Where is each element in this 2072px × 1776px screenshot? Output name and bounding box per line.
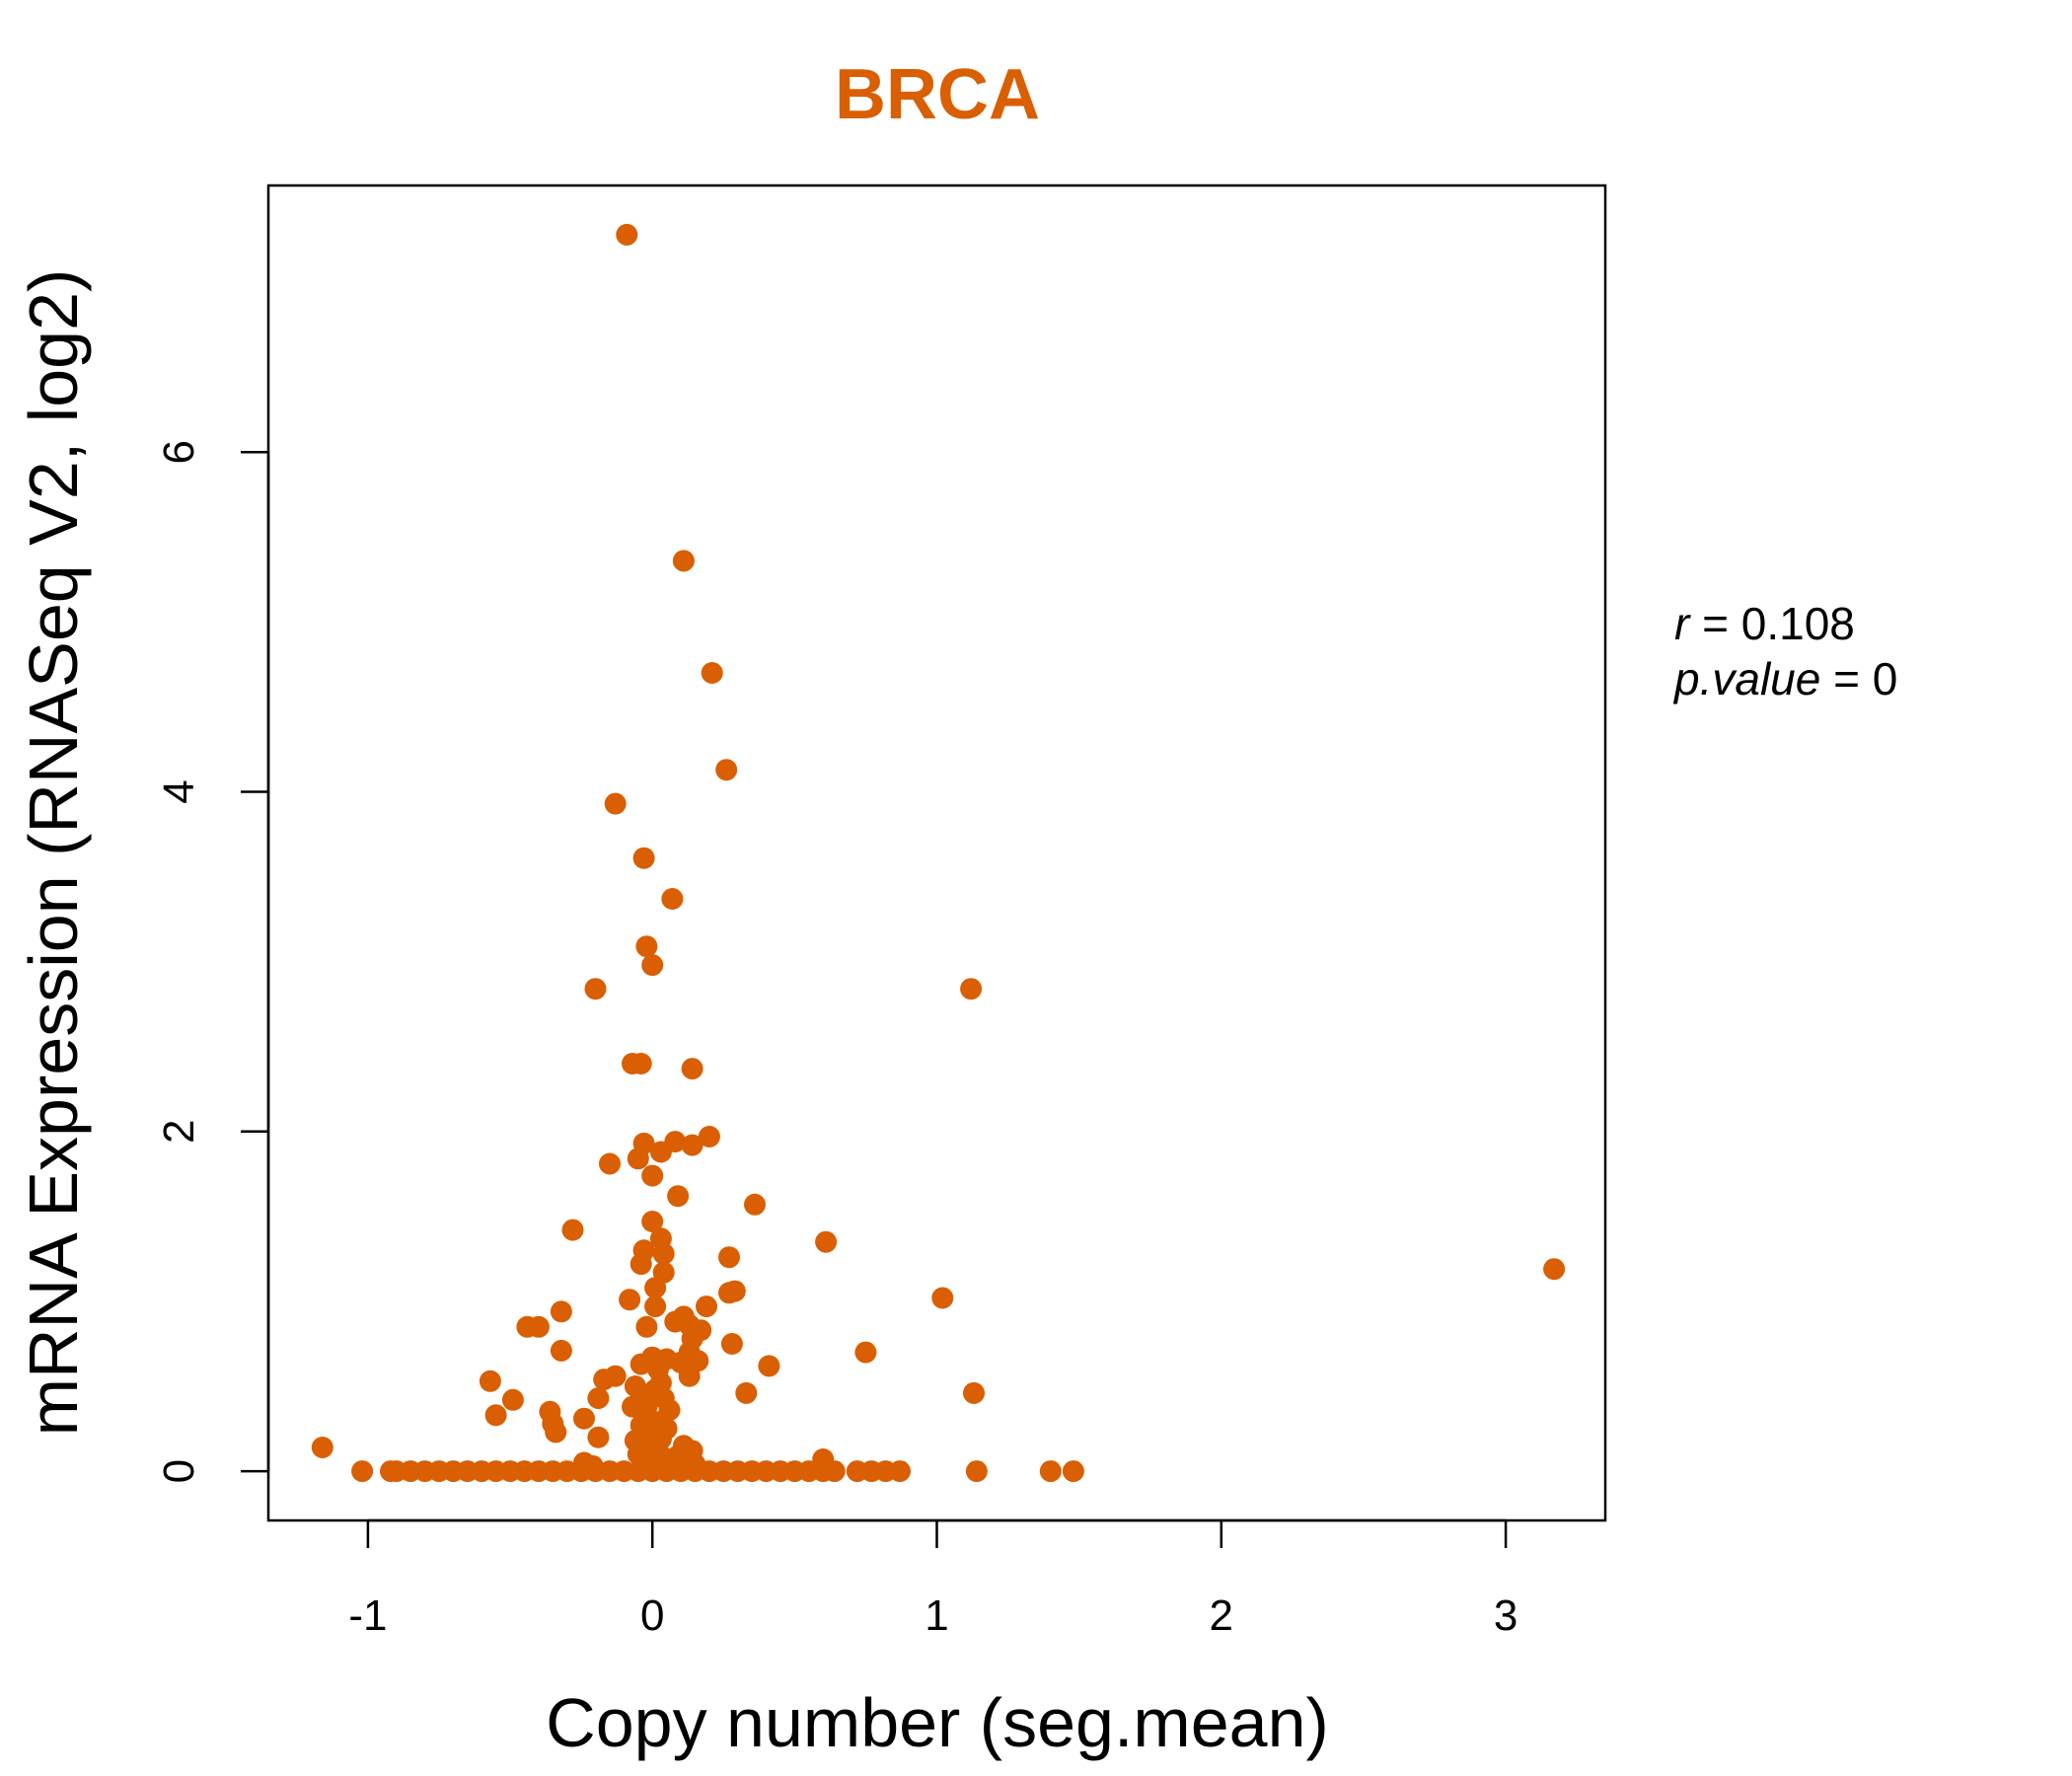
data-point	[854, 1341, 877, 1364]
r-label: r	[1674, 598, 1691, 649]
data-point	[629, 1053, 652, 1074]
data-point	[545, 1421, 567, 1443]
data-point	[599, 1152, 621, 1175]
data-point	[550, 1300, 572, 1323]
data-point	[616, 223, 638, 246]
data-point	[823, 1460, 846, 1483]
x-tick-label: 1	[925, 1591, 948, 1640]
data-point	[479, 1369, 501, 1392]
data-point	[561, 1219, 584, 1241]
data-point	[889, 1460, 911, 1483]
x-tick-label: 0	[640, 1591, 664, 1640]
data-point	[629, 1253, 652, 1276]
data-point	[965, 1460, 988, 1483]
data-point	[744, 1193, 766, 1216]
data-point	[604, 792, 627, 815]
data-point	[678, 1365, 701, 1387]
x-axis: -1 0 1 2 3	[348, 1518, 1517, 1640]
data-point	[681, 1058, 703, 1080]
data-point	[667, 1185, 690, 1208]
data-point	[715, 759, 738, 781]
data-point	[584, 978, 607, 1000]
data-point	[1039, 1460, 1062, 1483]
data-point	[587, 1387, 610, 1410]
data-point	[652, 1242, 675, 1265]
x-tick-label: -1	[348, 1591, 387, 1640]
y-tick-label: 6	[155, 440, 203, 464]
data-point	[593, 1369, 616, 1391]
data-point	[311, 1437, 333, 1458]
data-point	[735, 1381, 758, 1404]
plot-frame	[266, 184, 1607, 1522]
x-tick-label: 3	[1494, 1591, 1517, 1640]
data-point	[632, 847, 655, 869]
data-point	[641, 954, 664, 977]
correlation-annotation: r = 0.108 p.value = 0	[1672, 598, 1897, 704]
data-point	[649, 1141, 672, 1163]
data-point	[501, 1388, 524, 1411]
data-point	[627, 1147, 649, 1170]
data-point	[641, 1211, 664, 1232]
r-annotation: r = 0.108	[1674, 598, 1855, 649]
x-axis-label: Copy number (seg.mean)	[546, 1684, 1329, 1761]
data-point	[351, 1460, 374, 1483]
p-value: 0	[1873, 653, 1898, 704]
data-point	[1062, 1460, 1084, 1483]
data-point	[484, 1404, 507, 1427]
data-point	[720, 1333, 743, 1355]
data-point	[681, 1134, 703, 1156]
chart-title: BRCA	[835, 55, 1040, 134]
data-point	[635, 935, 658, 958]
r-value: 0.108	[1741, 598, 1855, 649]
data-point	[527, 1315, 550, 1338]
data-point	[963, 1381, 985, 1404]
data-point	[718, 1246, 740, 1269]
y-axis-label: mRNA Expression (RNASeq V2, log2)	[15, 269, 92, 1437]
data-points	[311, 223, 1566, 1483]
data-point	[619, 1289, 641, 1311]
data-point	[644, 1277, 667, 1299]
p-annotation: p.value = 0	[1672, 653, 1897, 704]
data-point	[931, 1287, 954, 1309]
data-point	[672, 550, 695, 572]
data-point	[696, 1295, 717, 1318]
data-point	[550, 1339, 572, 1362]
data-point	[960, 978, 983, 1000]
data-point	[1543, 1258, 1566, 1281]
data-point	[587, 1426, 610, 1448]
data-point	[629, 1353, 652, 1375]
y-axis: 0 2 4 6	[155, 440, 270, 1483]
data-point	[635, 1315, 658, 1338]
data-point	[701, 662, 723, 684]
y-tick-label: 0	[155, 1459, 203, 1483]
data-point	[815, 1230, 838, 1253]
y-tick-label: 2	[155, 1120, 203, 1144]
data-point	[644, 1295, 667, 1318]
p-label: p.value	[1672, 653, 1820, 704]
data-point	[573, 1407, 595, 1430]
data-point	[698, 1126, 720, 1147]
data-point	[641, 1164, 664, 1187]
x-tick-label: 2	[1210, 1591, 1233, 1640]
data-point	[635, 1395, 658, 1418]
data-point	[758, 1355, 780, 1377]
y-tick-label: 4	[155, 779, 203, 803]
data-point	[718, 1282, 740, 1304]
data-point	[661, 888, 684, 910]
